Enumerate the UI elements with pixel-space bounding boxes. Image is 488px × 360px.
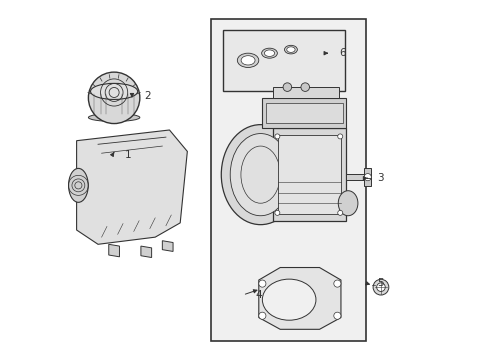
Ellipse shape — [264, 50, 274, 57]
Ellipse shape — [261, 48, 277, 58]
Bar — [364, 168, 370, 186]
Bar — [265, 103, 342, 123]
Polygon shape — [77, 130, 187, 244]
Text: 2: 2 — [144, 91, 151, 101]
Circle shape — [372, 279, 388, 295]
Ellipse shape — [221, 125, 299, 225]
Circle shape — [333, 312, 340, 319]
Ellipse shape — [338, 191, 357, 216]
Polygon shape — [141, 246, 151, 257]
Circle shape — [364, 174, 370, 181]
Circle shape — [376, 283, 385, 292]
Bar — [210, 19, 365, 341]
Ellipse shape — [68, 168, 88, 202]
Ellipse shape — [286, 47, 295, 53]
Circle shape — [88, 72, 140, 123]
Text: 3: 3 — [377, 173, 383, 183]
Circle shape — [274, 210, 279, 215]
Ellipse shape — [237, 53, 258, 67]
Ellipse shape — [230, 134, 290, 216]
Bar — [272, 87, 339, 98]
Ellipse shape — [88, 113, 140, 121]
Circle shape — [300, 83, 309, 91]
Circle shape — [337, 210, 342, 215]
Text: 5: 5 — [377, 278, 383, 288]
Ellipse shape — [284, 45, 297, 54]
Ellipse shape — [90, 84, 138, 99]
Circle shape — [258, 280, 265, 287]
Polygon shape — [258, 267, 340, 329]
Bar — [262, 98, 346, 128]
Bar — [346, 174, 365, 180]
Circle shape — [258, 312, 265, 319]
Text: 1: 1 — [124, 150, 131, 160]
Circle shape — [274, 134, 279, 139]
Ellipse shape — [262, 279, 315, 320]
Text: 6: 6 — [339, 48, 345, 58]
Polygon shape — [162, 241, 173, 251]
Circle shape — [333, 280, 340, 287]
Circle shape — [283, 83, 291, 91]
Polygon shape — [108, 244, 119, 257]
Bar — [223, 30, 344, 91]
Bar — [272, 128, 346, 221]
Text: 4: 4 — [255, 290, 261, 300]
Circle shape — [337, 134, 342, 139]
Bar — [278, 135, 340, 214]
Ellipse shape — [241, 56, 255, 65]
